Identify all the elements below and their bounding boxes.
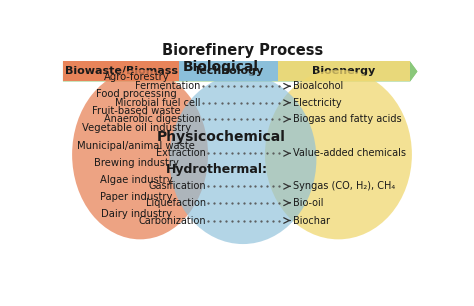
Text: Value-added chemicals: Value-added chemicals	[292, 148, 406, 158]
Text: Agro-forestry: Agro-forestry	[104, 72, 169, 82]
Text: Paper industry: Paper industry	[100, 192, 173, 202]
Text: Algae industry: Algae industry	[100, 175, 173, 185]
Polygon shape	[278, 62, 410, 81]
Text: Gasification: Gasification	[148, 181, 206, 191]
Polygon shape	[179, 62, 278, 81]
Ellipse shape	[169, 74, 317, 244]
Text: Biogas and fatty acids: Biogas and fatty acids	[292, 114, 401, 124]
Text: Dairy industry: Dairy industry	[101, 209, 172, 219]
Text: Hydrothermal:: Hydrothermal:	[166, 163, 268, 176]
Text: Extraction: Extraction	[156, 148, 206, 158]
Polygon shape	[63, 62, 418, 81]
Text: Syngas (CO, H₂), CH₄: Syngas (CO, H₂), CH₄	[292, 181, 395, 191]
Text: Carbonization: Carbonization	[138, 215, 206, 226]
Text: Biochar: Biochar	[292, 215, 329, 226]
Text: Biowaste/Biomass: Biowaste/Biomass	[64, 66, 178, 76]
Text: Brewing industry: Brewing industry	[94, 158, 179, 168]
Text: Municipal/animal waste: Municipal/animal waste	[77, 140, 195, 151]
Text: Anaerobic digestion: Anaerobic digestion	[104, 114, 201, 124]
Text: Fermentation: Fermentation	[135, 81, 201, 91]
Text: Food processing: Food processing	[96, 89, 177, 99]
Text: Fruit-based waste: Fruit-based waste	[92, 106, 181, 116]
Text: Microbial fuel cell: Microbial fuel cell	[115, 98, 201, 108]
Text: Bioalcohol: Bioalcohol	[292, 81, 343, 91]
Text: Biorefinery Process: Biorefinery Process	[162, 43, 324, 58]
Polygon shape	[63, 62, 179, 81]
Text: Physicochemical: Physicochemical	[156, 130, 285, 144]
Text: Vegetable oil industry: Vegetable oil industry	[82, 123, 191, 133]
Text: Liquefaction: Liquefaction	[146, 198, 206, 208]
Ellipse shape	[265, 70, 412, 239]
Text: Electricity: Electricity	[292, 98, 341, 108]
Text: Bio-oil: Bio-oil	[292, 198, 323, 208]
Polygon shape	[410, 62, 418, 81]
Text: Bioenergy: Bioenergy	[312, 66, 376, 76]
Ellipse shape	[72, 70, 208, 239]
Text: Technology: Technology	[193, 66, 264, 76]
Text: Biological: Biological	[183, 60, 259, 74]
